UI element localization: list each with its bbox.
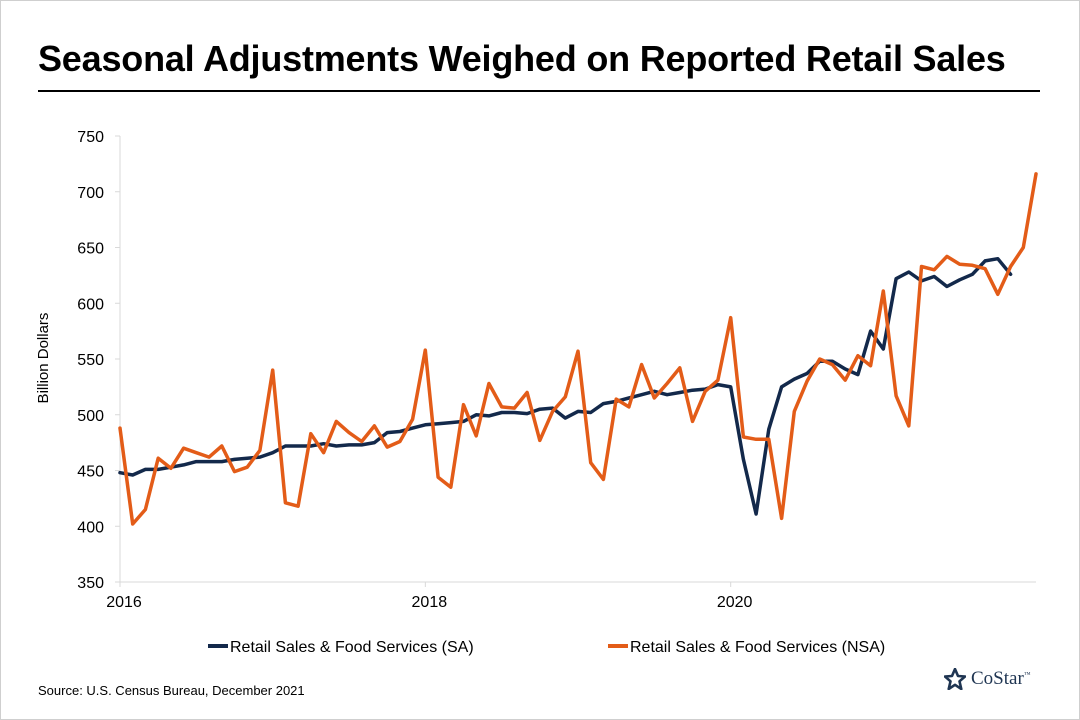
legend-label: Retail Sales & Food Services (SA) (230, 639, 474, 656)
y-tick-label: 400 (77, 519, 104, 536)
chart-title: Seasonal Adjustments Weighed on Reported… (38, 38, 1006, 79)
series-line-sa (118, 256, 1013, 516)
logo-text: CoStar™ (971, 668, 1031, 690)
y-tick-label: 700 (77, 185, 104, 202)
series-layer (118, 172, 1038, 526)
y-tick-label: 650 (77, 241, 104, 258)
y-axis-label: Billion Dollars (35, 313, 52, 404)
logo-name: CoStar (971, 668, 1024, 689)
star-icon (944, 668, 966, 690)
costar-logo: CoStar™ (944, 668, 1031, 690)
x-tick-label: 2020 (717, 594, 753, 611)
legend: Retail Sales & Food Services (SA) Retail … (208, 639, 885, 656)
y-tick-label: 350 (77, 575, 104, 592)
y-tick-label: 450 (77, 464, 104, 481)
title-divider (38, 90, 1040, 92)
x-tick-label: 2018 (412, 594, 448, 611)
logo-trademark: ™ (1023, 670, 1031, 679)
x-axis: 2016 2018 2020 (106, 581, 1036, 611)
y-axis: 350 400 450 500 550 600 650 700 750 (77, 129, 121, 592)
y-tick-label: 600 (77, 296, 104, 313)
y-tick-label: 750 (77, 129, 104, 146)
source-note: Source: U.S. Census Bureau, December 202… (38, 683, 305, 698)
y-tick-label: 500 (77, 408, 104, 425)
y-tick-label: 550 (77, 352, 104, 369)
series-line-nsa (118, 172, 1038, 526)
legend-label: Retail Sales & Food Services (NSA) (630, 639, 885, 656)
x-tick-label: 2016 (106, 594, 142, 611)
